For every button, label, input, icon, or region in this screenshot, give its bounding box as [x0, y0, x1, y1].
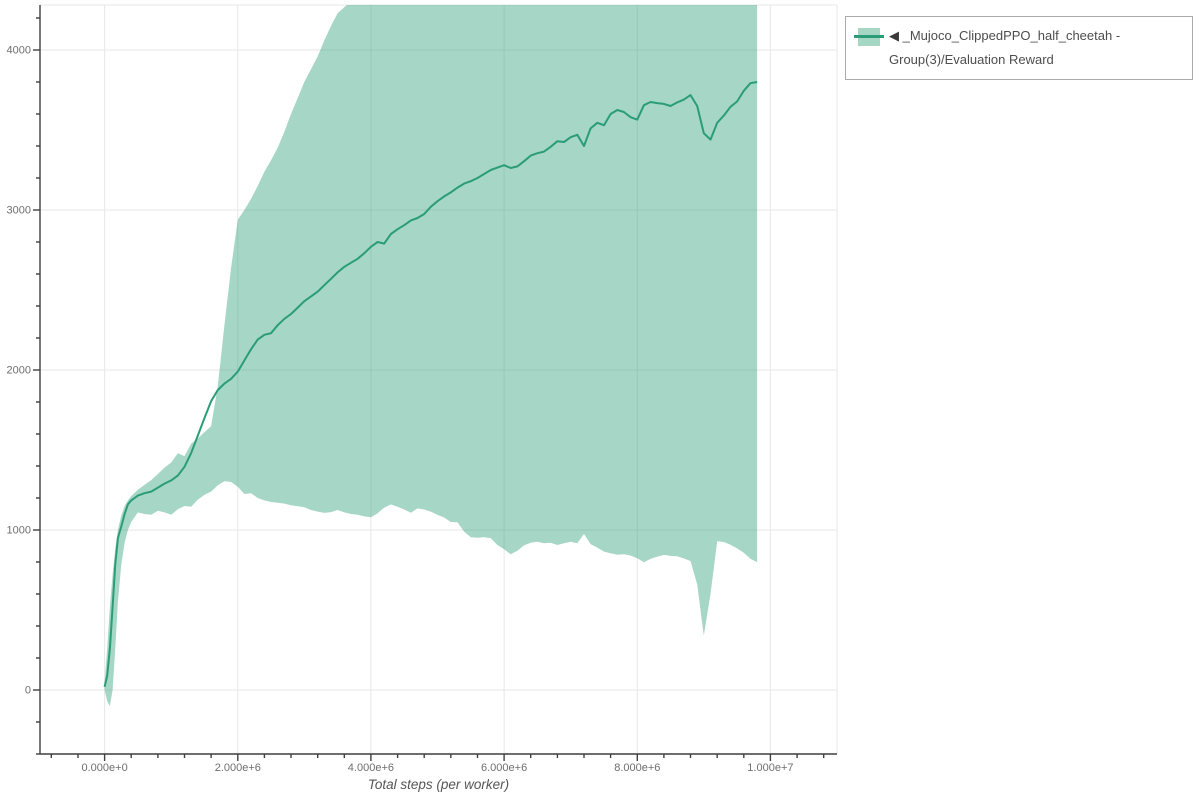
x-tick-label: 2.000e+6 [215, 762, 261, 774]
x-tick-label: 4.000e+6 [348, 762, 394, 774]
y-tick-label: 1000 [7, 525, 31, 537]
gridlines [40, 4, 838, 754]
y-tick-label: 4000 [7, 45, 31, 57]
tick-marks [33, 17, 825, 761]
legend-item: ◀ _Mujoco_ClippedPPO_half_cheetah - Grou… [889, 24, 1184, 72]
axes [39, 5, 837, 755]
series-swatch-icon [854, 28, 884, 46]
x-tick-label: 1.000e+7 [747, 762, 793, 774]
legend[interactable]: ◀ _Mujoco_ClippedPPO_half_cheetah - Grou… [845, 16, 1193, 80]
tick-labels: 0.000e+0 2.000e+6 4.000e+6 6.000e+6 8.000e+6… [7, 45, 794, 775]
legend-series-label: _Mujoco_ClippedPPO_half_cheetah - Group(… [889, 28, 1121, 67]
reward-mean-line [103, 81, 758, 688]
x-tick-label: 6.000e+6 [481, 762, 527, 774]
x-axis-title: Total steps (per worker) [368, 777, 509, 792]
y-tick-label: 0 [25, 685, 31, 697]
collapse-triangle-icon[interactable]: ◀ [889, 28, 899, 43]
y-tick-label: 3000 [7, 205, 31, 217]
x-tick-label: 0.000e+0 [82, 762, 128, 774]
line-swatch-icon [854, 35, 884, 38]
y-tick-label: 2000 [7, 365, 31, 377]
x-tick-label: 8.000e+6 [614, 762, 660, 774]
reward-band [104, 5, 758, 706]
